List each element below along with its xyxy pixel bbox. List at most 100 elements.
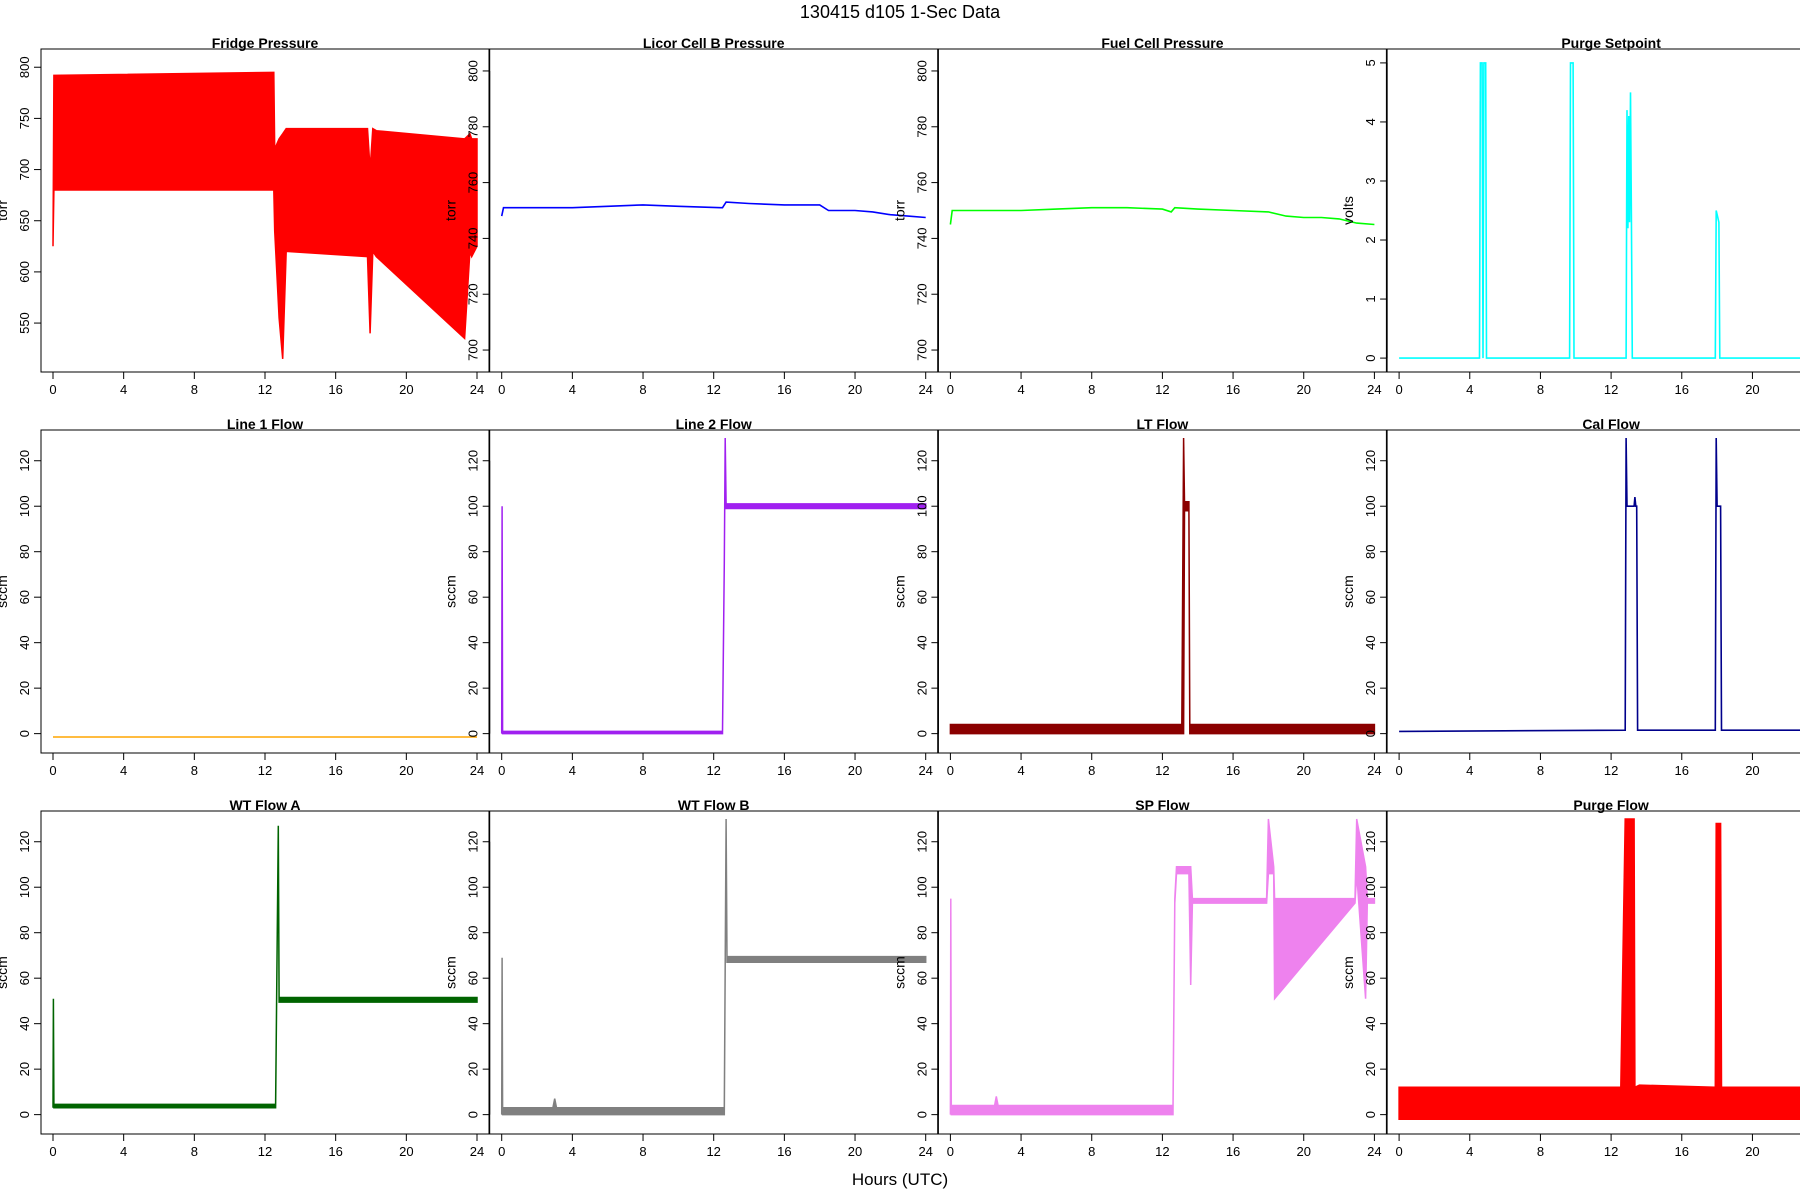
x-tick-label: 12 — [706, 763, 720, 778]
y-tick-label: 60 — [466, 971, 481, 985]
y-tick-label: 100 — [17, 876, 32, 898]
x-tick-label: 12 — [706, 1144, 720, 1159]
y-tick-label: 800 — [17, 56, 32, 78]
x-tick-label: 16 — [328, 382, 342, 397]
x-tick-label: 20 — [399, 1144, 413, 1159]
x-tick-label: 0 — [498, 763, 505, 778]
x-tick-label: 20 — [1745, 382, 1759, 397]
y-tick-label: 120 — [914, 831, 929, 853]
y-tick-label: 780 — [914, 116, 929, 138]
x-tick-label: 4 — [120, 1144, 127, 1159]
panel-title: SP Flow — [1135, 797, 1189, 813]
x-tick-label: 12 — [1604, 763, 1618, 778]
x-tick-label: 16 — [1226, 382, 1240, 397]
x-tick-label: 8 — [1537, 763, 1544, 778]
x-tick-label: 4 — [1017, 382, 1024, 397]
y-tick-label: 650 — [17, 210, 32, 232]
y-tick-label: 700 — [466, 339, 481, 361]
x-tick-label: 20 — [1296, 1144, 1310, 1159]
y-tick-label: 780 — [466, 116, 481, 138]
x-tick-label: 8 — [1537, 1144, 1544, 1159]
plot-frame — [1386, 429, 1800, 754]
y-tick-label: 60 — [466, 590, 481, 604]
y-tick-label: 40 — [466, 635, 481, 649]
plot-frame — [489, 48, 939, 373]
x-tick-label: 4 — [569, 382, 576, 397]
figure-title: 130415 d105 1-Sec Data — [799, 2, 1001, 22]
x-tick-label: 20 — [1745, 763, 1759, 778]
x-tick-label: 12 — [1604, 1144, 1618, 1159]
y-tick-label: 40 — [17, 635, 32, 649]
y-tick-label: 0 — [1363, 1111, 1378, 1118]
x-tick-label: 24 — [918, 382, 932, 397]
y-tick-label: 100 — [17, 495, 32, 517]
y-axis-label: torr — [891, 200, 907, 221]
y-axis-label: sccm — [1340, 956, 1356, 989]
y-tick-label: 60 — [17, 590, 32, 604]
data-line-series-1 — [1399, 437, 1800, 733]
y-tick-label: 720 — [466, 283, 481, 305]
y-tick-label: 0 — [1363, 730, 1378, 737]
y-tick-label: 60 — [1363, 590, 1378, 604]
x-tick-label: 8 — [639, 382, 646, 397]
x-tick-label: 4 — [1017, 763, 1024, 778]
plot-frame — [489, 429, 939, 754]
y-tick-label: 80 — [17, 925, 32, 939]
data-band-series-1 — [500, 437, 927, 735]
x-tick-label: 16 — [1226, 763, 1240, 778]
x-tick-label: 0 — [498, 382, 505, 397]
y-tick-label: 800 — [466, 60, 481, 82]
y-tick-label: 120 — [466, 450, 481, 472]
data-band-series-1 — [52, 825, 478, 1109]
y-tick-label: 760 — [914, 172, 929, 194]
panel-title: Cal Flow — [1582, 416, 1640, 432]
y-tick-label: 0 — [1363, 354, 1378, 361]
x-tick-label: 24 — [1367, 1144, 1381, 1159]
y-tick-label: 20 — [466, 1062, 481, 1076]
y-axis-label: sccm — [0, 575, 10, 608]
x-tick-label: 0 — [498, 1144, 505, 1159]
y-axis-label: torr — [443, 200, 459, 221]
y-tick-label: 80 — [914, 544, 929, 558]
y-tick-label: 20 — [466, 681, 481, 695]
y-tick-label: 720 — [914, 283, 929, 305]
y-tick-label: 80 — [1363, 925, 1378, 939]
y-tick-label: 100 — [466, 876, 481, 898]
x-tick-label: 20 — [399, 382, 413, 397]
data-line-series-1 — [500, 201, 926, 219]
y-tick-label: 80 — [466, 925, 481, 939]
y-tick-label: 120 — [17, 450, 32, 472]
y-tick-label: 3 — [1363, 177, 1378, 184]
y-tick-label: 600 — [17, 261, 32, 283]
y-tick-label: 20 — [17, 681, 32, 695]
x-tick-label: 20 — [1296, 382, 1310, 397]
y-tick-label: 120 — [914, 450, 929, 472]
y-tick-label: 60 — [914, 971, 929, 985]
y-tick-label: 100 — [914, 495, 929, 517]
x-tick-label: 24 — [1367, 763, 1381, 778]
x-axis-label: Hours (UTC) — [851, 1170, 949, 1189]
y-tick-label: 5 — [1363, 59, 1378, 66]
data-band-series-1 — [1398, 818, 1800, 1120]
x-tick-label: 8 — [639, 1144, 646, 1159]
panel-title: Purge Flow — [1573, 797, 1649, 813]
x-tick-label: 16 — [777, 382, 791, 397]
x-tick-label: 16 — [1675, 1144, 1689, 1159]
data-band-series-1 — [52, 71, 478, 359]
y-tick-label: 20 — [914, 1062, 929, 1076]
panel-title: Fuel Cell Pressure — [1101, 35, 1223, 51]
y-axis-label: volts — [1340, 196, 1356, 225]
x-tick-label: 16 — [1226, 1144, 1240, 1159]
x-tick-label: 20 — [399, 763, 413, 778]
x-tick-label: 16 — [1675, 382, 1689, 397]
y-tick-label: 2 — [1363, 236, 1378, 243]
x-tick-label: 24 — [470, 1144, 484, 1159]
y-tick-label: 40 — [1363, 635, 1378, 649]
y-tick-label: 80 — [17, 544, 32, 558]
y-tick-label: 120 — [1363, 831, 1378, 853]
y-tick-label: 0 — [466, 1111, 481, 1118]
y-tick-label: 60 — [17, 971, 32, 985]
panel-5: Line 1 Flow sccm 0 4 8 12 16 20 24 0 20 40 60 80 100 12… — [0, 416, 490, 778]
y-tick-label: 40 — [914, 1016, 929, 1030]
